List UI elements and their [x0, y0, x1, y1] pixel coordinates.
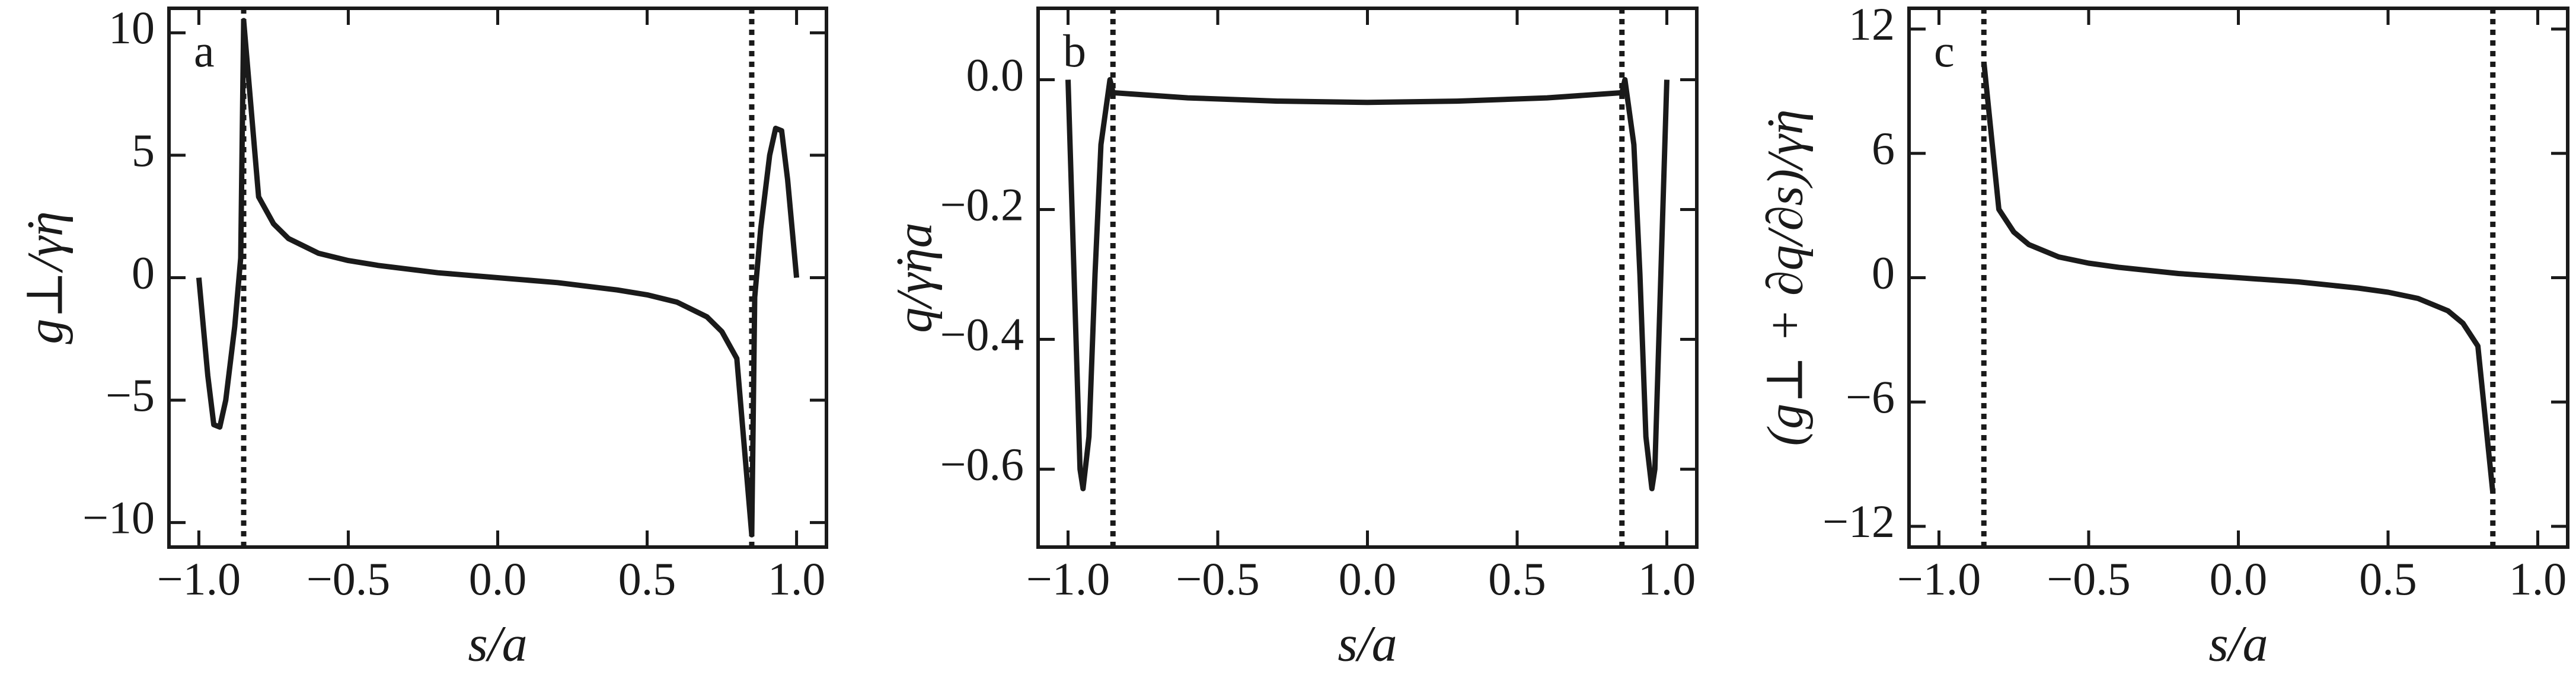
y-tick-label: −0.4: [940, 308, 1024, 360]
x-tick-label: −1.0: [157, 553, 241, 605]
y-tick-label: 0: [1872, 247, 1895, 298]
x-tick-label: −0.5: [307, 553, 391, 605]
y-axis-label: g⊥/γ̇η: [17, 211, 74, 344]
y-tick-label: −0.2: [940, 178, 1024, 230]
y-axis-label: (g⊥ + ∂q/∂s)/γ̇η: [1757, 110, 1814, 446]
y-tick-label: 12: [1849, 0, 1895, 50]
x-axis-label: s/a: [2208, 615, 2268, 672]
x-axis-label: s/a: [468, 615, 527, 672]
panel-label: b: [1063, 25, 1086, 76]
y-tick-label: 10: [108, 2, 155, 53]
x-tick-label: 1.0: [768, 553, 826, 605]
y-tick-label: −0.6: [940, 438, 1024, 490]
x-tick-label: −0.5: [2047, 553, 2131, 605]
y-tick-label: 5: [132, 124, 155, 176]
axes-frame: [1036, 7, 1699, 549]
data-line: [1065, 77, 1670, 491]
x-tick-label: 1.0: [1638, 553, 1696, 605]
x-tick-label: 0.5: [1488, 553, 1546, 605]
x-tick-label: 0.0: [1339, 553, 1397, 605]
x-tick-label: −1.0: [1026, 553, 1110, 605]
x-tick-label: 0.5: [2359, 553, 2417, 605]
y-tick-label: 0.0: [966, 49, 1024, 100]
y-tick-label: 0: [132, 247, 155, 298]
y-tick-label: 6: [1872, 123, 1895, 174]
y-tick-label: −5: [106, 369, 155, 421]
data-line: [1981, 62, 2496, 494]
x-tick-label: 1.0: [2509, 553, 2567, 605]
y-tick-label: −6: [1846, 371, 1895, 423]
x-axis-label: s/a: [1338, 615, 1397, 672]
x-tick-label: 0.0: [2210, 553, 2268, 605]
y-tick-label: −12: [1822, 496, 1895, 547]
y-axis-label: q/γ̇ηa: [886, 222, 943, 333]
x-tick-label: −0.5: [1176, 553, 1260, 605]
panel-label: a: [194, 25, 215, 76]
x-tick-label: 0.0: [469, 553, 527, 605]
x-tick-label: −1.0: [1897, 553, 1981, 605]
data-line: [196, 18, 800, 538]
x-tick-label: 0.5: [618, 553, 676, 605]
y-tick-label: −10: [82, 492, 155, 544]
panel-label: c: [1934, 25, 1955, 76]
